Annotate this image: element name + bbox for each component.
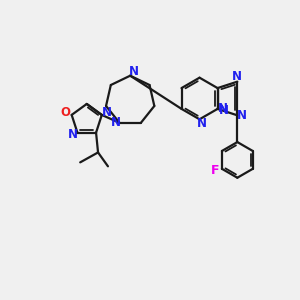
Text: N: N [110,116,121,129]
Text: N: N [102,106,112,119]
Text: N: N [237,109,247,122]
Text: N: N [129,65,139,78]
Text: N: N [218,102,227,116]
Text: N: N [68,128,77,141]
Text: N: N [218,104,229,117]
Text: N: N [196,117,206,130]
Text: O: O [61,106,71,119]
Text: N: N [232,70,242,83]
Text: F: F [211,164,219,177]
